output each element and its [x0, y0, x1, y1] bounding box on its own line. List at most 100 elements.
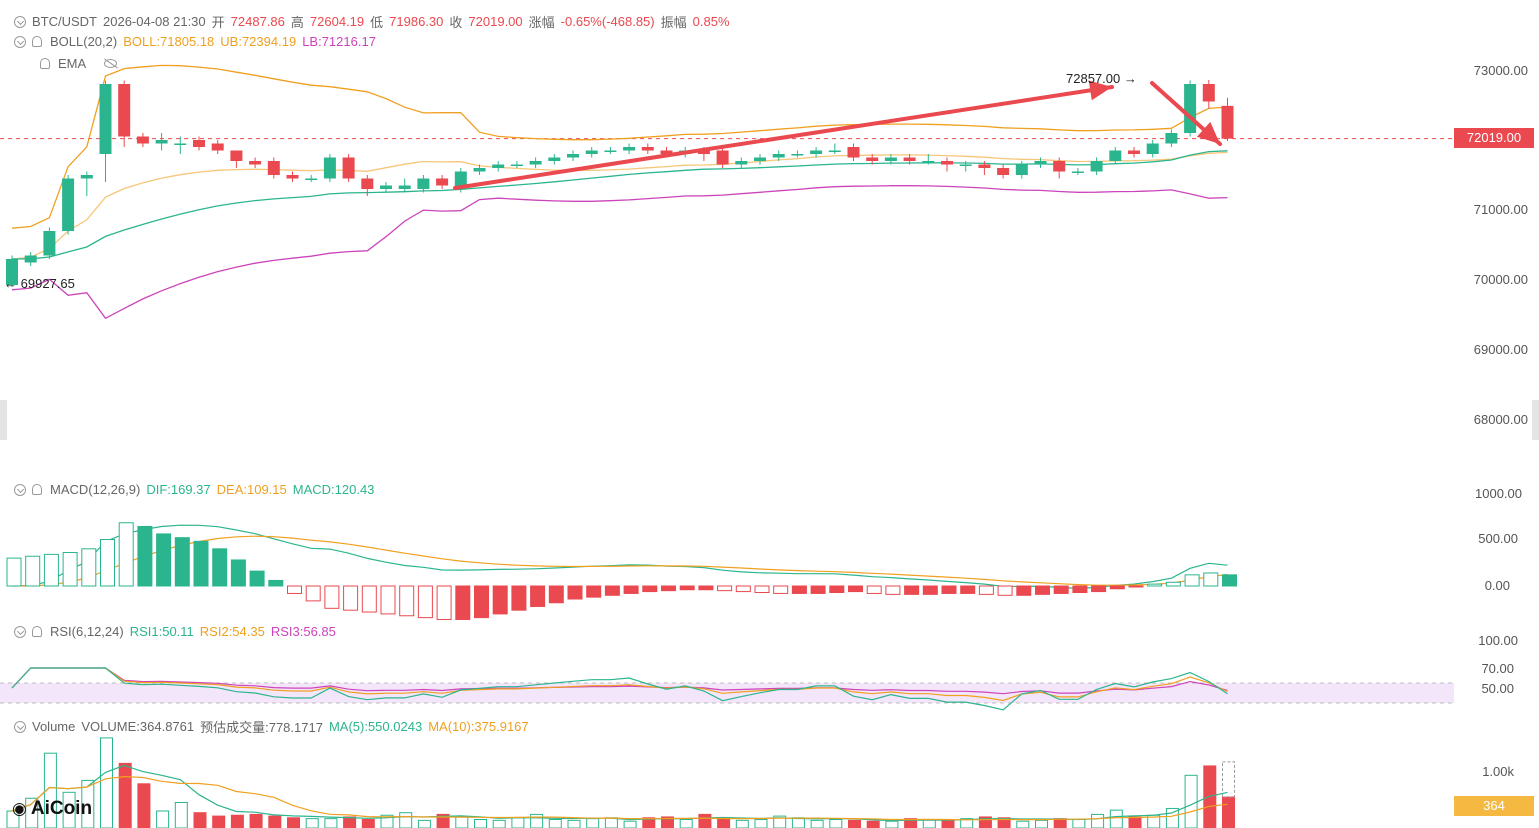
collapse-chevron-icon[interactable] [14, 720, 26, 733]
current-volume-tag: 364 [1454, 796, 1534, 816]
candle-body [548, 157, 561, 161]
eye-hidden-icon[interactable] [104, 59, 118, 68]
price-axis-label: 68000.00 [1473, 412, 1528, 427]
volume-bar [1128, 816, 1142, 828]
rsi3-line [11, 667, 1228, 695]
candle-body [641, 147, 654, 151]
volume-bar [343, 816, 357, 828]
macd-histogram-bar [212, 548, 228, 587]
macd-histogram-bar [530, 585, 546, 607]
macd-histogram-bar [193, 540, 209, 587]
macd-histogram-bar [474, 585, 489, 619]
candle-body [567, 154, 579, 158]
candle-body [62, 178, 75, 231]
candle-body [735, 161, 748, 165]
candle-body [978, 164, 991, 168]
volume-value: VOLUME:364.8761 [81, 719, 195, 734]
bell-icon[interactable] [32, 36, 42, 47]
candle-body [118, 84, 131, 137]
macd-histogram-bar [1128, 585, 1144, 588]
candle-body [286, 175, 299, 179]
collapse-chevron-icon[interactable] [14, 625, 26, 638]
macd-histogram-bar [380, 585, 396, 615]
bell-icon[interactable] [40, 58, 50, 69]
macd-histogram-bar [1203, 572, 1219, 587]
macd-histogram-bar [735, 585, 751, 593]
candle-body [997, 168, 1010, 175]
macd-value: MACD:120.43 [292, 482, 375, 497]
collapse-chevron-icon[interactable] [14, 35, 26, 48]
current-price-tag: 72019.00 [1454, 128, 1534, 148]
left-scroll-handle[interactable] [0, 400, 7, 440]
volume-bar [118, 762, 132, 828]
macd-histogram-bar [567, 585, 583, 600]
macd-histogram-bar [791, 585, 807, 594]
macd-histogram-bar [174, 537, 190, 587]
macd-histogram-bar [642, 585, 658, 593]
volume-bar [735, 819, 749, 828]
macd-histogram-bar [1053, 585, 1069, 594]
macd-histogram-bar [249, 570, 265, 587]
candle-body [1202, 84, 1215, 102]
volume-bar [268, 815, 282, 828]
volume-bar [791, 817, 805, 828]
volume-bar [941, 819, 955, 828]
candle-body [473, 168, 486, 172]
macd-histogram-bar [754, 585, 770, 594]
candle-body [1053, 161, 1066, 172]
logo-text: AiCoin [30, 798, 93, 819]
macd-histogram-bar [922, 585, 938, 595]
candle-body [174, 143, 187, 145]
macd-histogram-bar [978, 585, 994, 595]
change-value: -0.65%(-468.85) [560, 14, 655, 29]
volume-bar [1222, 796, 1235, 828]
macd-histogram-bar [43, 553, 59, 587]
macd-histogram-bar [941, 585, 957, 594]
macd-histogram-bar [604, 585, 620, 596]
macd-histogram-bar [399, 585, 415, 617]
candle-body [1165, 133, 1178, 144]
volume-bar [960, 818, 974, 828]
volume-bar [1091, 813, 1105, 828]
macd-histogram-bar [361, 585, 377, 613]
volume-estimate: 预估成交量:778.1717 [200, 720, 323, 735]
close-label: 收 [449, 15, 463, 30]
candle-body [772, 154, 785, 158]
candle-body [828, 150, 841, 152]
macd-histogram-bar [698, 585, 714, 591]
volume-bar [885, 820, 899, 828]
macd-histogram-bar [1072, 585, 1088, 594]
volume-bar [1109, 809, 1123, 828]
macd-histogram-bar [268, 579, 284, 587]
right-scroll-handle[interactable] [1532, 400, 1539, 440]
macd-histogram-bar [455, 585, 471, 620]
macd-histogram-bar [137, 525, 153, 587]
volume-bar [399, 812, 413, 828]
candle-body [1015, 164, 1028, 175]
volume-bar [193, 812, 207, 828]
volume-bar [43, 752, 57, 828]
amplitude-value: 0.85% [692, 14, 730, 29]
price-axis-label: 70000.00 [1473, 272, 1528, 287]
bell-icon[interactable] [32, 626, 42, 637]
bell-icon[interactable] [32, 484, 42, 495]
boll-upper-line [11, 64, 1228, 229]
volume-bar [717, 818, 731, 828]
macd-histogram-bar [287, 585, 302, 594]
ema-line [11, 150, 1228, 260]
candle-datetime: 2026-04-08 21:30 [103, 14, 206, 29]
candle-body [810, 150, 823, 154]
rsi3-value: RSI3:56.85 [270, 624, 336, 639]
macd-histogram-bar [62, 552, 78, 587]
ema-name: EMA [58, 56, 87, 71]
volume-name: Volume [32, 719, 76, 734]
boll-mid-line [11, 151, 1228, 260]
macd-histogram-bar [100, 539, 115, 587]
collapse-chevron-icon[interactable] [14, 483, 26, 496]
volume-bar [586, 818, 600, 828]
macd-dea-line [11, 535, 1228, 587]
volume-bar [829, 819, 843, 828]
collapse-chevron-icon[interactable] [14, 15, 26, 28]
volume-bar [137, 783, 151, 828]
